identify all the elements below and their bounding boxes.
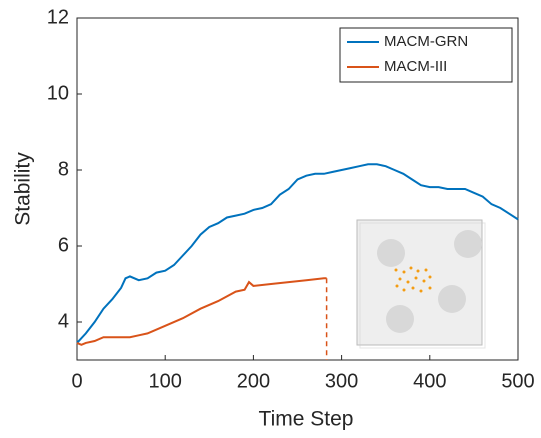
y-tick-label: 8 [58, 158, 69, 180]
plot: 0 100 200 300 400 500 4 6 8 10 12 [47, 6, 535, 392]
y-tick-label: 6 [58, 234, 69, 256]
y-tick-label: 10 [47, 82, 69, 104]
series-line [76, 277, 327, 346]
y-axis-label: Stability [12, 152, 35, 226]
legend-label: MACM-GRN [384, 33, 468, 50]
obstacle [454, 230, 482, 258]
x-tick-label: 0 [71, 370, 82, 392]
series-line [76, 163, 519, 344]
legend-label: MACM-III [384, 58, 447, 75]
y-tick-label: 12 [47, 6, 69, 28]
agents [394, 266, 432, 293]
inset-shadow [359, 222, 486, 349]
legend-box [339, 27, 513, 83]
obstacle [438, 285, 466, 313]
obstacle [386, 305, 414, 333]
legend: MACM-GRN MACM-III [339, 27, 513, 83]
obstacle [377, 239, 405, 267]
inset-image [356, 219, 486, 349]
x-tick-label: 300 [325, 370, 358, 392]
x-tick-label: 200 [237, 370, 270, 392]
y-tick-label: 4 [58, 310, 69, 332]
x-axis-label: Time Step [259, 408, 354, 431]
x-tick-label: 500 [501, 370, 534, 392]
x-tick-label: 100 [149, 370, 182, 392]
x-tick-label: 400 [413, 370, 446, 392]
